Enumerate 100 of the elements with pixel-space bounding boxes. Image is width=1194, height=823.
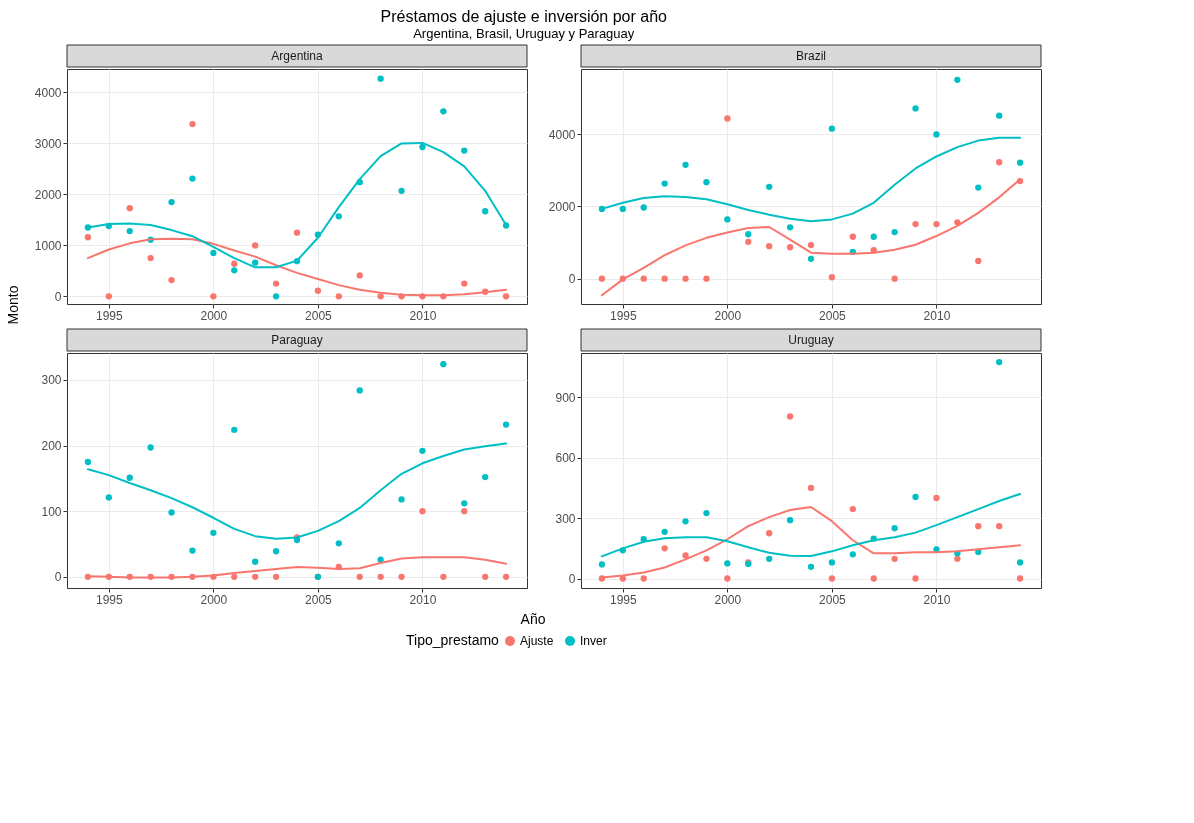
point (356, 272, 363, 279)
x-tick-label: 2010 (923, 592, 951, 607)
point (786, 516, 794, 524)
point (419, 508, 426, 515)
point (272, 280, 280, 287)
point (377, 573, 384, 580)
point (598, 561, 606, 568)
point (189, 175, 196, 182)
point (440, 108, 447, 115)
x-tick-label: 2005 (305, 592, 333, 607)
y-tick-label: 300 (555, 511, 576, 526)
x-tick-label: 2005 (819, 592, 847, 607)
x-tick-label: 1995 (95, 592, 123, 607)
point (786, 413, 794, 420)
point (807, 241, 815, 249)
point (105, 494, 112, 501)
point (189, 120, 196, 128)
point (231, 260, 238, 267)
point (724, 216, 731, 223)
x-tick-label: 2000 (714, 592, 742, 607)
point (168, 509, 175, 516)
x-tick-label: 2010 (923, 308, 951, 323)
point (661, 545, 668, 552)
x-tick-label: 2010 (409, 592, 437, 607)
point (891, 555, 898, 562)
point (502, 573, 510, 580)
point (996, 112, 1003, 119)
point (461, 500, 468, 507)
point (975, 184, 982, 191)
point (231, 267, 238, 274)
point (272, 293, 280, 300)
point (996, 523, 1003, 530)
point (724, 115, 731, 122)
point (703, 509, 710, 517)
y-tick-label: 0 (54, 289, 62, 304)
legend-label: Inver (580, 634, 607, 648)
point (84, 234, 92, 241)
point (912, 105, 919, 112)
point (252, 573, 259, 580)
point (619, 205, 626, 213)
point (293, 229, 301, 236)
point (252, 558, 259, 565)
point (640, 575, 647, 582)
point (891, 275, 898, 282)
point (398, 496, 405, 503)
point (272, 548, 280, 555)
point (933, 494, 940, 502)
legend-title: Tipo_prestamo (406, 632, 500, 648)
y-tick-label: 0 (54, 570, 62, 585)
point (419, 447, 426, 454)
x-axis-title: Año (520, 611, 546, 627)
point (682, 275, 689, 282)
point (335, 213, 342, 220)
point (849, 233, 856, 240)
point (703, 275, 710, 282)
y-tick-label: 2000 (548, 199, 576, 214)
point (482, 208, 489, 215)
point (807, 563, 815, 571)
point (682, 518, 689, 525)
x-tick-label: 1995 (609, 592, 637, 607)
x-tick-label: 2005 (305, 308, 333, 323)
point (954, 76, 961, 83)
point (598, 275, 606, 282)
point (377, 293, 384, 300)
point (126, 474, 133, 481)
y-tick-label: 600 (555, 451, 576, 466)
line-series (600, 492, 1022, 558)
x-tick-label: 2000 (200, 308, 228, 323)
point (807, 484, 815, 492)
point (272, 573, 280, 580)
chart-title: Uruguay (788, 333, 834, 347)
point (807, 255, 815, 262)
point (912, 493, 919, 501)
point (1016, 575, 1024, 582)
point (766, 555, 773, 562)
point (933, 220, 940, 228)
point (252, 242, 259, 249)
point (640, 275, 647, 282)
point (231, 573, 238, 580)
y-tick-label: 100 (41, 504, 62, 519)
point (786, 224, 794, 231)
point (210, 293, 217, 300)
chart-title: Brazil (795, 49, 827, 63)
point (231, 426, 238, 433)
point (996, 358, 1003, 366)
point (356, 573, 363, 580)
point (356, 387, 363, 394)
point (786, 244, 794, 251)
point (210, 529, 217, 537)
point (682, 161, 689, 168)
point (377, 75, 384, 82)
point (461, 147, 468, 154)
point (766, 530, 773, 537)
y-tick-label: 0 (568, 572, 576, 587)
point (891, 228, 898, 236)
point (912, 220, 919, 228)
point (661, 180, 668, 187)
text: Argentina, Brasil, Uruguay y Paraguay (413, 25, 635, 41)
point (377, 556, 384, 563)
point (682, 552, 689, 559)
